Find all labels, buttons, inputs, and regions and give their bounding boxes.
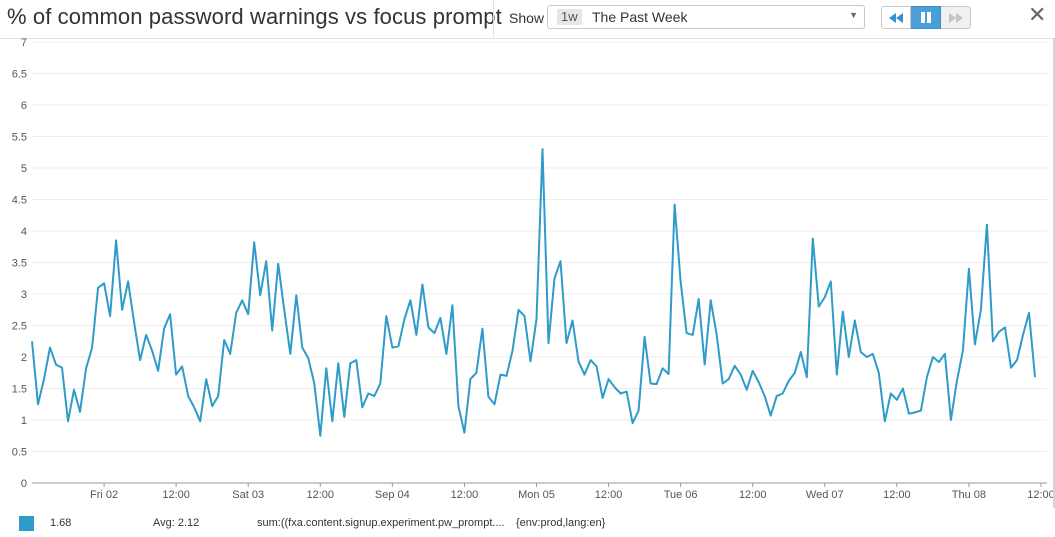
x-tick-label: 12:00 xyxy=(162,489,190,501)
y-tick-label: 7 xyxy=(21,38,27,49)
x-tick-label: Sep 04 xyxy=(375,489,410,501)
x-tick-label: Mon 05 xyxy=(518,489,555,501)
legend-tags: {env:prod,lang:en} xyxy=(516,517,606,529)
series-line xyxy=(31,148,1036,437)
show-label: Show xyxy=(509,10,545,26)
rewind-icon xyxy=(889,12,903,23)
rewind-button[interactable] xyxy=(881,6,911,29)
fast-forward-button[interactable] xyxy=(941,6,971,29)
y-tick-label: 2 xyxy=(21,352,27,364)
y-tick-label: 4 xyxy=(21,226,27,238)
page-title: % of common password warnings vs focus p… xyxy=(7,4,502,29)
x-tick-label: 12:00 xyxy=(883,489,911,501)
y-tick-label: 1.5 xyxy=(12,384,27,396)
y-tick-label: 6 xyxy=(21,100,27,112)
playback-controls xyxy=(881,6,971,29)
y-tick-label: 3.5 xyxy=(12,258,27,270)
y-tick-label: 5.5 xyxy=(12,132,27,144)
header-divider xyxy=(493,0,494,38)
y-tick-label: 2.5 xyxy=(12,321,27,333)
chart-legend: 1.68 Avg: 2.12 sum:((fxa.content.signup.… xyxy=(0,510,1055,537)
fast-forward-icon xyxy=(948,12,963,23)
y-tick-label: 5 xyxy=(21,163,27,175)
y-tick-label: 0.5 xyxy=(12,447,27,459)
y-tick-label: 3 xyxy=(21,289,27,301)
widget-header: % of common password warnings vs focus p… xyxy=(0,0,1055,39)
y-tick-label: 6.5 xyxy=(12,69,27,81)
x-tick-label: 12:00 xyxy=(451,489,479,501)
x-tick-label: 12:00 xyxy=(307,489,335,501)
y-tick-label: 0 xyxy=(21,478,27,490)
time-range-select[interactable]: 1w The Past Week ▼ xyxy=(547,5,865,29)
legend-query: sum:((fxa.content.signup.experiment.pw_p… xyxy=(257,517,505,529)
y-tick-label: 1 xyxy=(21,415,27,427)
x-tick-label: 12:00 xyxy=(595,489,623,501)
pause-button[interactable] xyxy=(911,6,941,29)
x-tick-label: Tue 06 xyxy=(664,489,698,501)
line-chart: 0 0.5 1 1.5 2 2.5 3 3.5 4 4.5 5 5.5 6 6.5 7 Fri 02 12:00… xyxy=(12,38,1053,501)
legend-average: Avg: 2.12 xyxy=(153,517,200,529)
pause-icon xyxy=(920,12,931,23)
y-tick-label: 4.5 xyxy=(12,195,27,207)
legend-current-value: 1.68 xyxy=(50,517,72,529)
x-tick-label: Wed 07 xyxy=(806,489,844,501)
chevron-down-icon: ▼ xyxy=(849,10,858,20)
x-tick-label: 12:00 xyxy=(1027,489,1053,501)
x-tick-label: Thu 08 xyxy=(952,489,986,501)
time-range-value: The Past Week xyxy=(592,9,688,25)
scrollbar-track xyxy=(1053,38,1055,508)
series-color-swatch xyxy=(19,516,34,531)
x-tick-label: Sat 03 xyxy=(232,489,264,501)
x-tick-label: Fri 02 xyxy=(90,489,118,501)
close-icon[interactable]: ✕ xyxy=(1028,2,1047,27)
time-range-badge: 1w xyxy=(557,9,582,25)
x-tick-label: 12:00 xyxy=(739,489,767,501)
